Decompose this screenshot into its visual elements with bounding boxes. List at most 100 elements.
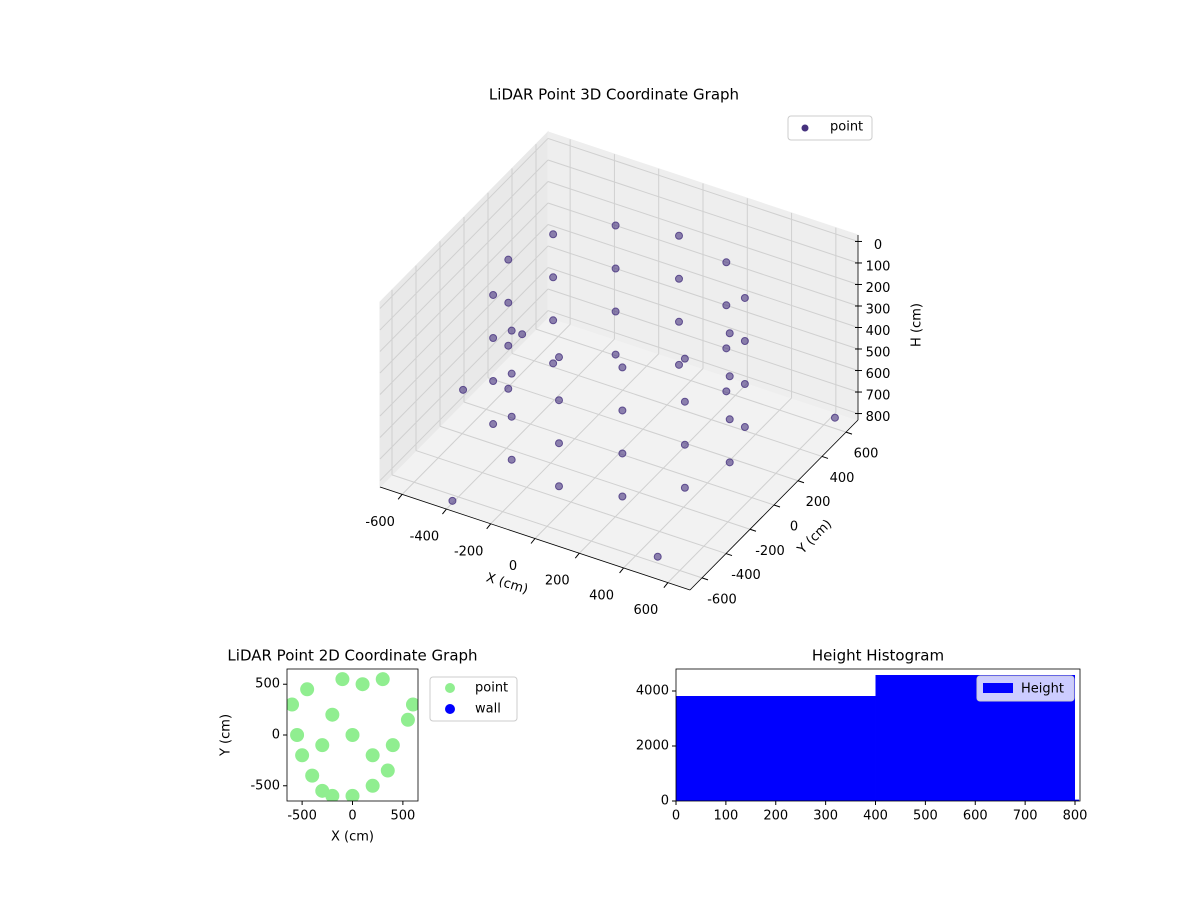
grid-line bbox=[379, 224, 549, 395]
grid-line bbox=[547, 202, 859, 307]
point bbox=[549, 273, 558, 282]
grid-line bbox=[379, 159, 549, 331]
plot-area bbox=[287, 672, 418, 801]
point bbox=[611, 264, 620, 273]
plot-area bbox=[676, 674, 1080, 801]
legend-marker bbox=[445, 704, 455, 714]
y-tick-label: 0 bbox=[661, 794, 669, 809]
point bbox=[725, 458, 734, 467]
point bbox=[549, 316, 558, 325]
point bbox=[315, 738, 330, 753]
x-tick-label: -500 bbox=[287, 809, 317, 824]
point bbox=[325, 788, 340, 801]
x-tick bbox=[663, 582, 669, 588]
point bbox=[345, 728, 360, 742]
z-tick-label: 0 bbox=[874, 238, 882, 253]
point bbox=[725, 329, 734, 338]
x-axis-label: X (cm) bbox=[484, 571, 530, 598]
point bbox=[680, 397, 689, 406]
axes-histogram: 0 100 200 300 400 500 600 700 800 0 2000 4000 Height… bbox=[636, 647, 1088, 824]
point bbox=[740, 336, 749, 345]
point bbox=[380, 763, 395, 778]
point bbox=[675, 274, 683, 283]
y-tick-label: 2000 bbox=[636, 739, 669, 754]
point bbox=[365, 778, 380, 793]
grid-line bbox=[535, 328, 847, 433]
grid-line bbox=[511, 352, 823, 457]
y-tick-label: 400 bbox=[830, 471, 855, 486]
grid-line bbox=[379, 202, 549, 374]
z-tick-label: 600 bbox=[866, 367, 891, 382]
point bbox=[555, 396, 563, 405]
x-tick-label: 800 bbox=[1063, 809, 1088, 824]
point bbox=[618, 492, 627, 501]
z-tick-label: 400 bbox=[866, 324, 891, 339]
point bbox=[740, 423, 749, 432]
x-tick-label: -600 bbox=[365, 515, 395, 530]
point bbox=[680, 440, 689, 449]
x-tick bbox=[619, 567, 624, 574]
point bbox=[725, 372, 734, 381]
point bbox=[489, 290, 498, 299]
x-tick-label: 400 bbox=[863, 809, 888, 824]
y-tick-label: 4000 bbox=[636, 684, 669, 699]
y-tick-label: -500 bbox=[250, 778, 280, 793]
y-tick-label: 0 bbox=[790, 520, 798, 535]
point bbox=[405, 697, 418, 712]
grid-line bbox=[547, 137, 859, 242]
point bbox=[325, 707, 340, 722]
bar bbox=[1075, 799, 1080, 801]
grid-line bbox=[379, 310, 549, 481]
grid-line bbox=[379, 138, 549, 309]
point bbox=[489, 377, 498, 386]
axes-3d: -600 -400 -200 0 200 400 600 -600 -400 -200 0 200 40… bbox=[365, 86, 924, 619]
x-tick-label: 500 bbox=[390, 809, 415, 824]
y-tick-label: 500 bbox=[255, 677, 280, 692]
x-tick-label: 100 bbox=[713, 809, 738, 824]
y-tick bbox=[845, 431, 853, 435]
z-tick-label: 700 bbox=[866, 389, 891, 404]
y-tick-label: 200 bbox=[806, 495, 831, 510]
y-tick bbox=[701, 577, 709, 581]
grid-line bbox=[439, 425, 751, 530]
bar bbox=[676, 696, 876, 801]
y-tick-label: 0 bbox=[272, 728, 280, 743]
point bbox=[287, 697, 300, 712]
point bbox=[507, 326, 516, 335]
point bbox=[335, 672, 350, 687]
grid-line bbox=[487, 377, 799, 482]
grid-line bbox=[547, 267, 859, 371]
axes-frame bbox=[675, 668, 1081, 802]
y-tick bbox=[821, 455, 829, 459]
x-tick-label: 500 bbox=[913, 809, 938, 824]
x-axis-line bbox=[379, 486, 691, 591]
legend-label: Height bbox=[1021, 682, 1064, 697]
point bbox=[489, 420, 498, 429]
y-tick-label: 600 bbox=[854, 447, 879, 462]
x-tick-label: -200 bbox=[454, 544, 484, 559]
grid-line bbox=[547, 288, 859, 393]
chart-title: LiDAR Point 2D Coordinate Graph bbox=[227, 647, 477, 665]
point bbox=[611, 307, 620, 316]
axes-2d: -500 0 500 -500 0 500 LiDAR Point 2D Coordinat… bbox=[219, 647, 518, 845]
point bbox=[675, 360, 683, 369]
grid-line bbox=[547, 224, 859, 328]
legend-box bbox=[976, 675, 1075, 702]
point bbox=[555, 353, 563, 362]
point bbox=[504, 298, 513, 307]
point bbox=[489, 333, 498, 342]
legend-label: point bbox=[830, 120, 863, 135]
point bbox=[549, 230, 558, 239]
y-axis-label: Y (cm) bbox=[219, 714, 234, 757]
chart-title: LiDAR Point 3D Coordinate Graph bbox=[489, 86, 739, 104]
x-tick-label: -400 bbox=[410, 530, 440, 545]
y-tick bbox=[749, 528, 757, 532]
point bbox=[740, 293, 749, 302]
legend-marker bbox=[801, 124, 809, 132]
y-axis-line bbox=[689, 419, 859, 591]
x-tick bbox=[530, 538, 536, 544]
point bbox=[675, 317, 683, 326]
z-tick-label: 100 bbox=[866, 259, 891, 274]
point bbox=[611, 221, 620, 230]
